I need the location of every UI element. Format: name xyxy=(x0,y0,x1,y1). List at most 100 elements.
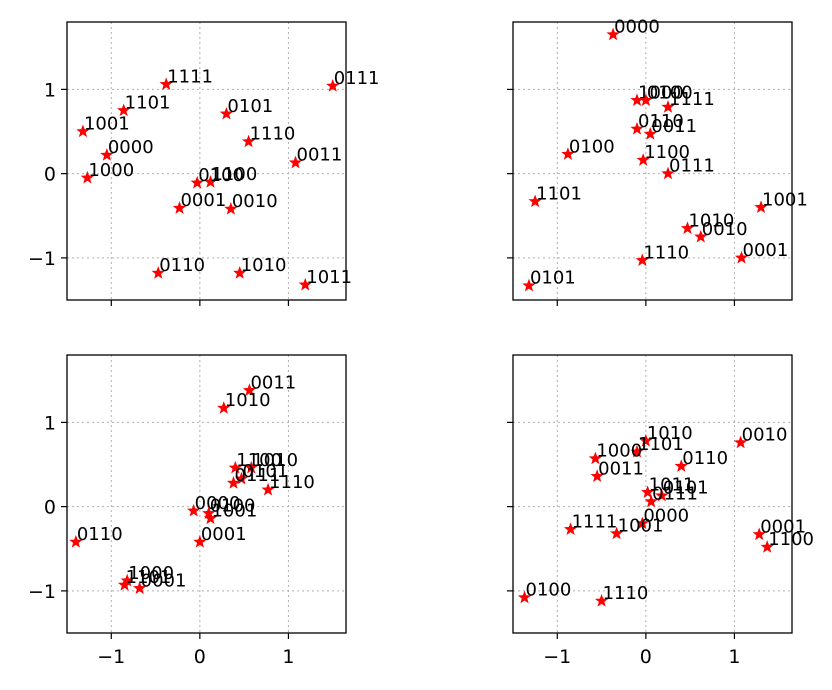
data-point-star xyxy=(80,170,95,184)
axes-frame xyxy=(512,354,793,634)
y-tick-label: −1 xyxy=(28,248,56,270)
data-point-label: 0100 xyxy=(198,165,244,186)
data-point-label: 0000 xyxy=(614,17,660,38)
data-point-star xyxy=(517,590,532,604)
data-point-star xyxy=(76,124,90,138)
data-point-label: 1010 xyxy=(688,210,734,231)
data-point-label: 1110 xyxy=(250,124,296,145)
data-point-label: 0010 xyxy=(232,191,278,212)
y-tick-label: 0 xyxy=(44,164,56,186)
data-point-label: 1000 xyxy=(128,563,174,584)
data-point-star xyxy=(233,266,247,279)
data-point-label: 1000 xyxy=(88,160,134,181)
data-point-label: 1111 xyxy=(669,89,715,110)
data-point-label: 0000 xyxy=(195,493,241,514)
data-point-star xyxy=(261,482,275,496)
data-point-label: 1001 xyxy=(211,500,257,521)
axes-frame xyxy=(512,21,793,301)
data-point-label: 0010 xyxy=(742,425,788,446)
data-point-star xyxy=(590,469,604,482)
data-point-label: 0100 xyxy=(526,580,572,601)
data-point-label: 1101 xyxy=(125,92,171,113)
data-point-star xyxy=(226,476,241,489)
data-point-star xyxy=(639,433,653,447)
data-point-label: 1011 xyxy=(649,474,695,495)
data-point-star xyxy=(172,201,187,214)
data-point-star xyxy=(203,175,218,188)
data-point-star xyxy=(694,229,708,243)
data-point-star xyxy=(190,175,204,189)
data-point-label: 0000 xyxy=(108,137,154,158)
data-point-label: 1100 xyxy=(768,529,814,550)
data-point-star xyxy=(661,166,675,180)
data-point-star xyxy=(193,535,207,548)
data-point-label: 1110 xyxy=(269,472,315,493)
data-point-label: 0111 xyxy=(669,156,715,177)
data-point-label: 0100 xyxy=(647,82,693,103)
data-point-star xyxy=(563,522,578,536)
data-point-star xyxy=(69,535,83,548)
data-point-label: 1011 xyxy=(306,267,352,288)
data-point-star xyxy=(754,200,768,213)
y-tick-label: −1 xyxy=(28,581,56,603)
data-point-label: 0011 xyxy=(297,145,343,166)
data-point-label: 0100 xyxy=(210,495,256,516)
data-point-label: 0001 xyxy=(760,516,806,537)
data-point-label: 0110 xyxy=(159,255,205,276)
data-point-label: 0111 xyxy=(235,465,281,486)
data-point-label: 0101 xyxy=(663,478,709,499)
data-point-star xyxy=(635,253,649,267)
data-point-star xyxy=(224,202,238,215)
data-point-label: 1111 xyxy=(572,511,618,532)
x-tick-label: 0 xyxy=(640,646,652,668)
data-point-star xyxy=(594,593,609,607)
data-point-star xyxy=(643,127,657,140)
data-point-star xyxy=(734,250,749,264)
x-tick-label: −1 xyxy=(543,646,571,668)
axes-frame xyxy=(66,354,347,634)
data-point-label: 1111 xyxy=(167,66,213,87)
y-tick-label: 1 xyxy=(44,79,56,101)
data-point-star xyxy=(187,503,201,517)
data-point-star xyxy=(159,77,173,90)
data-point-label: 0011 xyxy=(598,458,644,479)
data-point-star xyxy=(528,194,542,208)
data-point-star xyxy=(644,494,658,508)
data-point-star xyxy=(760,540,774,553)
data-point-star xyxy=(217,401,231,414)
x-tick-label: 1 xyxy=(728,646,740,668)
data-point-star xyxy=(635,516,649,530)
data-point-star xyxy=(655,488,669,502)
data-point-star xyxy=(630,444,644,458)
data-point-star xyxy=(219,106,234,120)
x-tick-label: 0 xyxy=(194,646,206,668)
data-point-label: 0111 xyxy=(334,68,380,89)
data-point-label: 0101 xyxy=(227,96,273,117)
data-point-label: 0110 xyxy=(638,111,684,132)
data-point-label: 0101 xyxy=(530,268,576,289)
data-point-label: 0001 xyxy=(201,524,247,545)
data-point-star xyxy=(606,27,620,41)
data-point-label: 0011 xyxy=(651,116,697,137)
data-point-star xyxy=(244,460,258,474)
data-point-star xyxy=(117,103,131,117)
data-point-star xyxy=(132,581,147,595)
data-point-label: 0100 xyxy=(569,136,615,157)
data-point-star xyxy=(326,79,340,92)
data-point-label: 1001 xyxy=(762,189,808,210)
data-point-star xyxy=(752,527,766,541)
data-point-star xyxy=(588,451,603,465)
y-tick-label: 0 xyxy=(44,497,56,519)
data-point-star xyxy=(640,485,655,498)
data-point-label: 1100 xyxy=(644,142,690,163)
data-point-label: 1110 xyxy=(643,242,689,263)
data-point-star xyxy=(202,506,216,520)
data-point-label: 1110 xyxy=(603,583,649,604)
data-point-label: 0001 xyxy=(743,240,789,261)
data-point-label: 1010 xyxy=(647,423,693,444)
data-point-label: 1101 xyxy=(536,183,582,204)
data-point-star xyxy=(241,134,256,148)
